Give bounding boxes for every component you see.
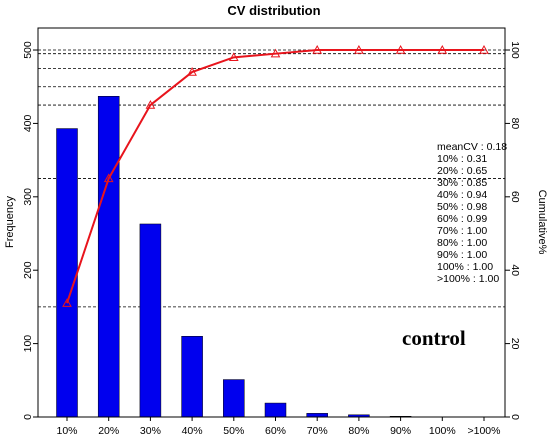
annotation-line: 10% : 0.31 <box>437 153 487 165</box>
x-tick-label: 60% <box>265 425 286 437</box>
y2-tick-label: 0 <box>509 414 521 420</box>
cumulative-line-path <box>66 49 484 304</box>
y-tick-label: 0 <box>22 414 34 420</box>
bar <box>181 336 203 418</box>
x-tick-label: 50% <box>223 425 244 437</box>
x-tick-label: 70% <box>307 425 328 437</box>
bar <box>223 379 245 418</box>
cumulative-point <box>270 48 281 58</box>
x-axis: 10% 20% 30% 40% 50% 60% 70% 80% 90% 100% >100% <box>56 417 501 437</box>
y-axis-label: Frequency <box>4 196 16 248</box>
y2-tick-label: 20 <box>509 338 521 350</box>
cumulative-line <box>62 44 489 307</box>
cumulative-point <box>103 173 114 183</box>
bar <box>97 96 120 418</box>
cumulative-point <box>62 298 72 307</box>
x-tick-label: >100% <box>468 425 501 437</box>
y-tick-label: 400 <box>22 115 34 133</box>
annotation-line: meanCV : 0.18 <box>437 141 507 153</box>
annotation-line: 80% : 1.00 <box>437 237 487 249</box>
x-tick-label: 10% <box>56 425 77 437</box>
cumulative-point <box>187 67 197 76</box>
cumulative-point <box>228 52 239 62</box>
bar <box>56 128 78 418</box>
x-tick-label: 20% <box>98 425 119 437</box>
sample-label: control <box>402 326 466 350</box>
bar <box>139 223 162 418</box>
y2-axis-label: Cumulative% <box>536 190 548 255</box>
cumulative-point <box>312 44 323 54</box>
annotation-line: 50% : 0.98 <box>437 201 487 213</box>
cumulative-point <box>437 44 448 54</box>
annotation-line: 90% : 1.00 <box>437 249 487 261</box>
annotation-line: 100% : 1.00 <box>437 261 493 273</box>
y-tick-label: 500 <box>22 41 34 59</box>
frequency-bars <box>56 96 412 418</box>
annotation-line: 40% : 0.94 <box>437 189 487 201</box>
x-tick-label: 90% <box>390 425 411 437</box>
x-tick-label: 30% <box>140 425 161 437</box>
y-tick-label: 100 <box>22 335 34 353</box>
bar <box>264 402 287 418</box>
x-tick-label: 80% <box>348 425 369 437</box>
bar <box>306 413 328 418</box>
y2-tick-label: 100 <box>509 41 521 59</box>
annotation-line: 70% : 1.00 <box>437 225 487 237</box>
annotation-line: >100% : 1.00 <box>437 273 499 285</box>
y-axis-frequency: 0 100 200 300 400 500 <box>22 41 38 420</box>
cumulative-point <box>395 44 406 54</box>
y-tick-label: 200 <box>22 261 34 279</box>
y2-tick-label: 80 <box>509 118 521 130</box>
annotation-line: 30% : 0.85 <box>437 177 487 189</box>
annotation-line: 20% : 0.65 <box>437 165 487 177</box>
y-axis-cumulative: 0 20 40 60 80 100 <box>505 41 521 420</box>
y2-tick-label: 60 <box>509 191 521 203</box>
y-tick-label: 300 <box>22 188 34 206</box>
cumulative-point <box>354 44 364 54</box>
y2-tick-label: 40 <box>509 264 521 276</box>
annotation-line: 60% : 0.99 <box>437 213 487 225</box>
cumulative-point <box>479 44 489 54</box>
x-tick-label: 40% <box>182 425 203 437</box>
chart-title: CV distribution <box>227 3 320 18</box>
cumulative-point <box>145 100 156 109</box>
x-tick-label: 100% <box>429 425 456 437</box>
plot-frame <box>37 27 506 418</box>
